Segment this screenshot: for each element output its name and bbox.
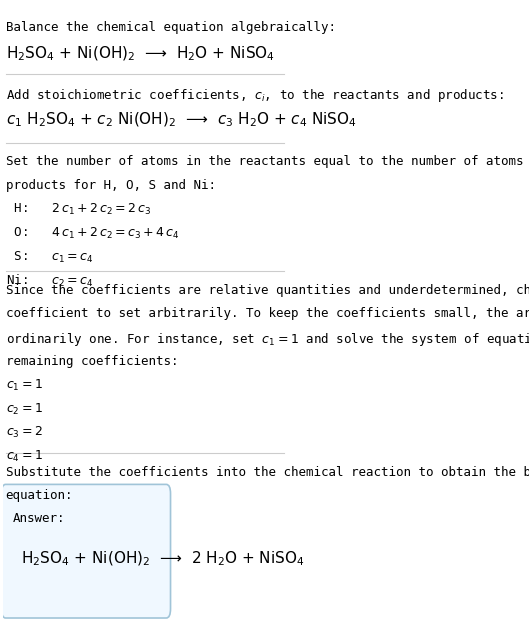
Text: Add stoichiometric coefficients, $c_i$, to the reactants and products:: Add stoichiometric coefficients, $c_i$, … <box>6 87 504 103</box>
Text: Balance the chemical equation algebraically:: Balance the chemical equation algebraica… <box>6 21 335 34</box>
Text: $c_1 = 1$: $c_1 = 1$ <box>6 378 42 393</box>
Text: H$_2$SO$_4$ + Ni(OH)$_2$  ⟶  H$_2$O + NiSO$_4$: H$_2$SO$_4$ + Ni(OH)$_2$ ⟶ H$_2$O + NiSO… <box>6 45 275 63</box>
Text: H$_2$SO$_4$ + Ni(OH)$_2$  ⟶  2 H$_2$O + NiSO$_4$: H$_2$SO$_4$ + Ni(OH)$_2$ ⟶ 2 H$_2$O + Ni… <box>21 550 305 568</box>
Text: Ni:   $c_2 = c_4$: Ni: $c_2 = c_4$ <box>6 273 93 289</box>
Text: S:   $c_1 = c_4$: S: $c_1 = c_4$ <box>6 250 93 265</box>
Text: $c_1$ H$_2$SO$_4$ + $c_2$ Ni(OH)$_2$  ⟶  $c_3$ H$_2$O + $c_4$ NiSO$_4$: $c_1$ H$_2$SO$_4$ + $c_2$ Ni(OH)$_2$ ⟶ $… <box>6 110 357 129</box>
Text: $c_3 = 2$: $c_3 = 2$ <box>6 425 42 440</box>
Text: coefficient to set arbitrarily. To keep the coefficients small, the arbitrary va: coefficient to set arbitrarily. To keep … <box>6 307 529 320</box>
Text: remaining coefficients:: remaining coefficients: <box>6 354 178 367</box>
Text: $c_2 = 1$: $c_2 = 1$ <box>6 402 42 417</box>
Text: O:   $4\,c_1 + 2\,c_2 = c_3 + 4\,c_4$: O: $4\,c_1 + 2\,c_2 = c_3 + 4\,c_4$ <box>6 226 179 241</box>
Text: H:   $2\,c_1 + 2\,c_2 = 2\,c_3$: H: $2\,c_1 + 2\,c_2 = 2\,c_3$ <box>6 203 151 218</box>
Text: equation:: equation: <box>6 489 73 502</box>
Text: Substitute the coefficients into the chemical reaction to obtain the balanced: Substitute the coefficients into the che… <box>6 466 529 479</box>
Text: Answer:: Answer: <box>13 512 65 525</box>
Text: Since the coefficients are relative quantities and underdetermined, choose a: Since the coefficients are relative quan… <box>6 283 529 297</box>
Text: Set the number of atoms in the reactants equal to the number of atoms in the: Set the number of atoms in the reactants… <box>6 155 529 168</box>
FancyBboxPatch shape <box>2 485 170 618</box>
Text: products for H, O, S and Ni:: products for H, O, S and Ni: <box>6 179 216 192</box>
Text: ordinarily one. For instance, set $c_1 = 1$ and solve the system of equations fo: ordinarily one. For instance, set $c_1 =… <box>6 331 529 348</box>
Text: $c_4 = 1$: $c_4 = 1$ <box>6 449 42 464</box>
